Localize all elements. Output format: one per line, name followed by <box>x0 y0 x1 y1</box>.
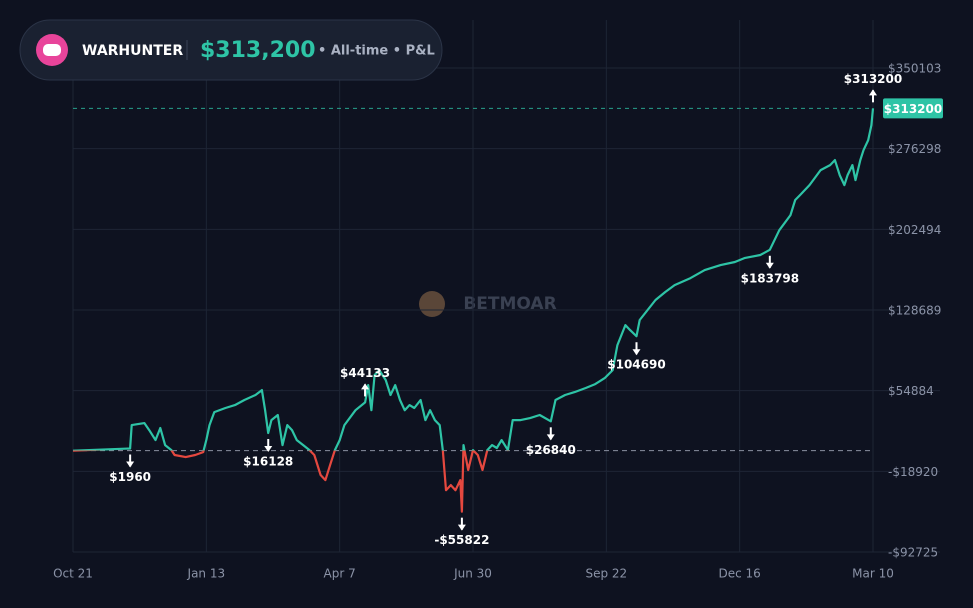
x-tick-label: Jun 30 <box>453 567 492 581</box>
y-tick-label: -$92725 <box>888 546 938 560</box>
annotation-label: $104690 <box>607 358 665 372</box>
header-pill <box>19 19 443 81</box>
discord-glyph <box>43 44 61 56</box>
x-tick-label: Mar 10 <box>852 567 894 581</box>
annotation-arrowhead <box>546 434 555 441</box>
x-tick-label: Sep 22 <box>585 567 627 581</box>
watermark-logo <box>419 291 445 317</box>
annotation-label: -$55822 <box>434 533 489 547</box>
annotation-label: $313200 <box>844 72 902 86</box>
annotation-label: $1960 <box>109 470 151 484</box>
y-tick-label: $128689 <box>888 304 941 318</box>
caption: • All-time • P&L <box>318 44 435 59</box>
y-tick-label: $276298 <box>888 142 941 156</box>
annotation-arrowhead <box>869 89 877 96</box>
x-tick-label: Jan 13 <box>187 567 226 581</box>
y-tick-label: -$18920 <box>888 465 938 479</box>
total: $313,200 <box>200 38 316 63</box>
annotation-arrowhead <box>632 349 641 356</box>
annotation-arrowhead <box>765 262 774 269</box>
y-tick-label: $350103 <box>888 62 941 76</box>
x-tick-label: Apr 7 <box>324 567 356 581</box>
watermark: BETMOAR <box>463 294 556 314</box>
username: WARHUNTER <box>82 43 183 59</box>
annotation-arrowhead <box>361 383 370 390</box>
x-tick-label: Dec 16 <box>719 567 761 581</box>
last-value-label: $313200 <box>884 102 942 116</box>
y-tick-label: $202494 <box>888 223 941 237</box>
annotation-arrowhead <box>457 524 466 531</box>
annotation-label: $26840 <box>526 443 576 457</box>
annotation-label: $183798 <box>741 271 799 285</box>
annotation-arrowhead <box>126 461 135 468</box>
last-value-badge <box>883 98 943 119</box>
annotation-label: $44133 <box>340 366 390 380</box>
annotation-arrowhead <box>264 446 273 453</box>
pnl-line <box>72 108 875 513</box>
x-tick-label: Oct 21 <box>53 567 93 581</box>
y-tick-label: $54884 <box>888 384 934 398</box>
annotation-label: $16128 <box>243 455 293 469</box>
